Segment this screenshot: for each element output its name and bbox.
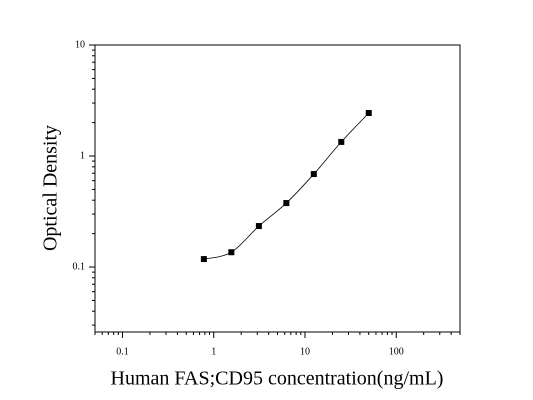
- data-point: [310, 171, 317, 178]
- x-tick-label: 100: [389, 346, 404, 357]
- y-tick-label: 0.1: [73, 261, 86, 272]
- data-point: [228, 249, 235, 256]
- y-tick-label: 1: [80, 150, 85, 161]
- data-point: [200, 256, 207, 263]
- data-point: [338, 138, 345, 145]
- x-tick-label: 10: [300, 346, 310, 357]
- y-tick-label: 10: [75, 39, 85, 50]
- x-tick-label: 0.1: [116, 346, 129, 357]
- plot-frame: [94, 44, 461, 333]
- x-tick-label: 1: [211, 346, 216, 357]
- data-point: [283, 200, 290, 207]
- data-point: [255, 223, 262, 230]
- fit-curve: [203, 112, 370, 260]
- x-axis-title: Human FAS;CD95 concentration(ng/mL): [111, 368, 444, 390]
- y-axis-title: Optical Density: [40, 125, 62, 251]
- data-point: [365, 110, 372, 117]
